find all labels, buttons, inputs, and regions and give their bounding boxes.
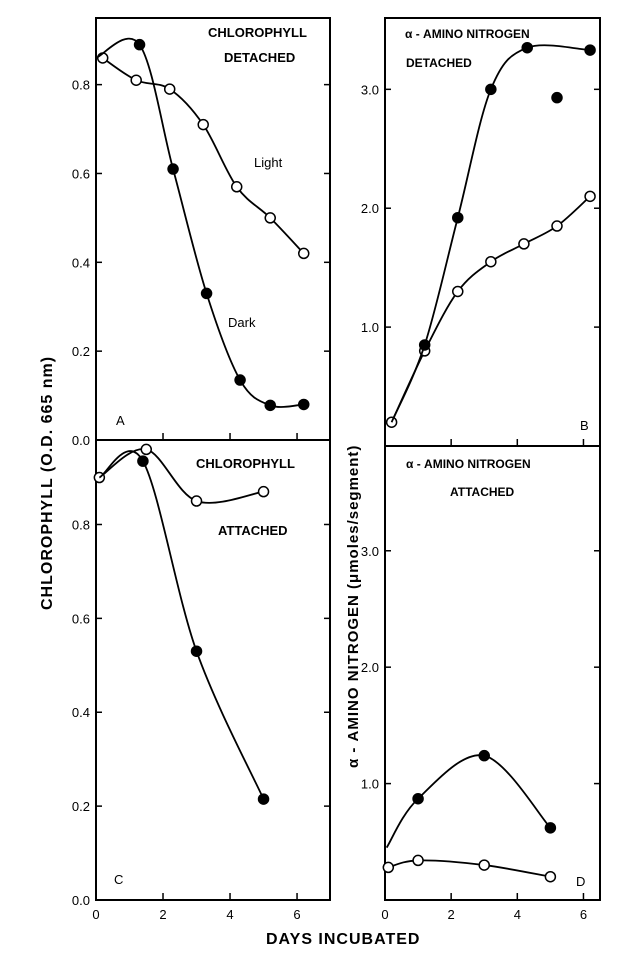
data-point-filled xyxy=(190,645,203,657)
series-line xyxy=(98,448,264,504)
x-tick-label: 4 xyxy=(514,907,521,922)
data-point-open xyxy=(163,83,176,95)
x-tick-label: 4 xyxy=(226,907,233,922)
x-tick-label: 0 xyxy=(381,907,388,922)
data-point-filled xyxy=(478,749,490,762)
frame-panel-d xyxy=(384,445,601,901)
series-line xyxy=(385,754,552,849)
panel-a-subtitle: DETACHED xyxy=(224,50,295,65)
data-point-filled xyxy=(452,211,464,224)
data-point-filled xyxy=(257,793,270,805)
y-axis-label-amino-nitrogen: α - AMINO NITROGEN (μmoles/segment) xyxy=(345,445,362,768)
y-tick-label: 3.0 xyxy=(361,82,379,97)
data-point-filled xyxy=(167,163,179,175)
panel-a-title: CHLOROPHYLL xyxy=(208,25,307,40)
data-point-open xyxy=(264,212,276,224)
y-tick-label: 0.2 xyxy=(72,799,90,814)
panel-frames xyxy=(95,17,601,901)
data-point-filled xyxy=(544,822,557,834)
axis-ticks: 0.0 0.2 0.4 0.6 0.8 0.0 0.2 0.4 0.6 0.8 1.0 2.0 3.0 1… xyxy=(72,78,600,922)
data-point-filled xyxy=(200,287,213,300)
y-tick-label: 0.8 xyxy=(72,78,90,93)
x-tick-label: 6 xyxy=(580,907,587,922)
frame-panel-c xyxy=(95,439,331,901)
y-tick-label: 2.0 xyxy=(361,201,379,216)
data-point-open xyxy=(230,181,243,193)
data-point-open xyxy=(518,238,530,250)
panel-b-title: α - AMINO NITROGEN xyxy=(405,27,530,41)
data-point-open xyxy=(478,859,490,871)
data-point-filled xyxy=(485,83,497,96)
y-tick-label: 3.0 xyxy=(361,544,379,559)
data-point-open xyxy=(551,220,563,232)
data-point-open xyxy=(412,854,424,867)
x-tick-label: 2 xyxy=(159,907,166,922)
panel-b-letter: B xyxy=(580,418,589,433)
x-axis-label: DAYS INCUBATED xyxy=(266,931,420,948)
x-tick-label: 6 xyxy=(293,907,300,922)
y-tick-label: 0.6 xyxy=(72,611,90,626)
y-tick-label: 1.0 xyxy=(361,320,379,335)
data-marks xyxy=(93,37,596,883)
panel-d-title: α - AMINO NITROGEN xyxy=(406,457,531,471)
panel-d-letter: D xyxy=(576,874,585,889)
data-point-open xyxy=(197,118,209,131)
panel-c-letter: C xyxy=(114,872,123,887)
data-point-filled xyxy=(412,792,424,805)
y-tick-label: 0.0 xyxy=(72,433,90,448)
series-label-light: Light xyxy=(254,155,283,170)
data-point-open xyxy=(257,485,270,498)
panel-c-title: CHLOROPHYLL xyxy=(196,456,295,471)
data-point-filled xyxy=(264,399,276,412)
y-tick-label: 0.0 xyxy=(72,893,90,908)
data-point-filled xyxy=(551,91,563,104)
data-point-open xyxy=(452,285,464,298)
x-tick-label: 2 xyxy=(448,907,455,922)
frame-panel-b xyxy=(384,17,601,447)
data-point-open xyxy=(130,74,142,86)
data-point-open xyxy=(485,255,497,268)
y-tick-label: 0.2 xyxy=(72,344,90,359)
data-point-filled xyxy=(418,339,431,351)
data-point-open xyxy=(382,861,395,874)
panel-a-letter: A xyxy=(116,413,125,428)
series-line xyxy=(388,859,551,878)
y-axis-label-chlorophyll: CHLOROPHYLL (O.D. 665 nm) xyxy=(39,356,56,610)
data-point-open xyxy=(544,870,557,883)
y-tick-label: 2.0 xyxy=(361,660,379,675)
panel-d-subtitle: ATTACHED xyxy=(450,485,515,499)
y-tick-label: 0.6 xyxy=(72,166,90,181)
data-point-open xyxy=(140,443,153,456)
data-point-filled xyxy=(521,41,533,54)
data-point-filled xyxy=(297,398,310,411)
panel-b-subtitle: DETACHED xyxy=(406,56,472,70)
y-tick-label: 0.4 xyxy=(72,705,90,720)
series-label-dark: Dark xyxy=(228,315,256,330)
y-tick-label: 1.0 xyxy=(361,777,379,792)
y-tick-label: 0.4 xyxy=(72,255,90,270)
series-line xyxy=(98,450,265,800)
y-tick-label: 0.8 xyxy=(72,517,90,532)
data-point-filled xyxy=(137,455,149,467)
x-tick-label: 0 xyxy=(92,907,99,922)
data-point-open xyxy=(297,247,310,260)
data-point-filled xyxy=(584,44,596,56)
data-point-open xyxy=(584,190,596,203)
panel-c-subtitle: ATTACHED xyxy=(218,523,288,538)
data-point-filled xyxy=(133,38,146,51)
data-point-open xyxy=(190,495,203,507)
data-point-filled xyxy=(234,374,246,386)
